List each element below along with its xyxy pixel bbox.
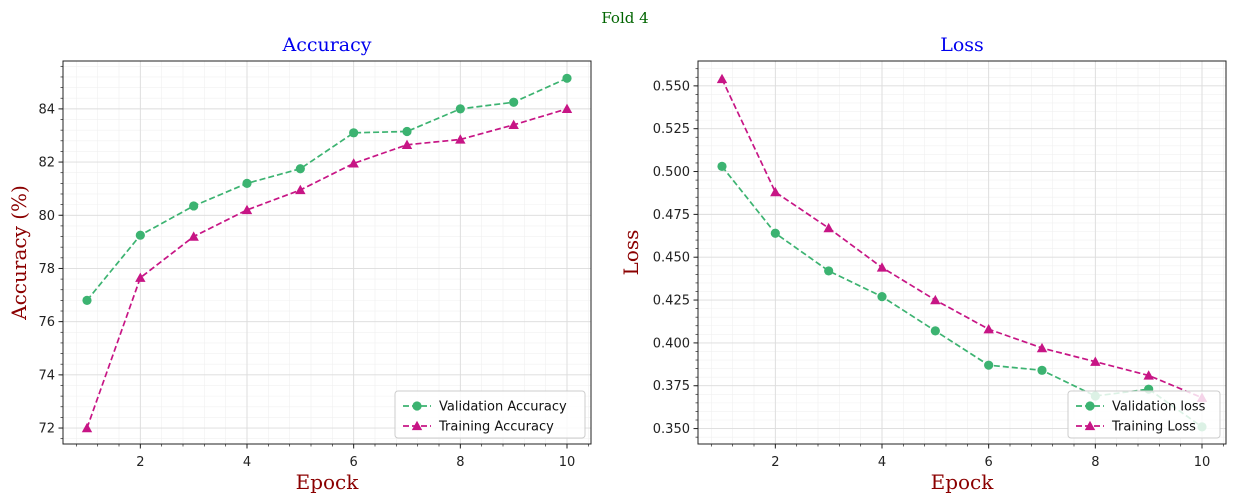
y-tick-label: 0.500 — [653, 165, 690, 180]
y-tick-label: 82 — [38, 156, 55, 171]
data-point-validation — [402, 126, 412, 137]
data-point-validation — [824, 266, 834, 276]
y-axis-label: Loss — [619, 230, 643, 276]
y-tick-label: 0.525 — [653, 122, 690, 137]
data-point-training — [455, 134, 466, 144]
plot-frame — [62, 60, 592, 445]
chart-title: Accuracy — [281, 34, 371, 56]
data-point-validation — [349, 128, 359, 138]
series-line-validation — [721, 165, 1203, 428]
data-point-validation — [509, 97, 519, 107]
data-point-training — [1090, 356, 1101, 366]
data-point-validation — [717, 161, 727, 171]
loss-chart: 0.350 0.375 0.400 0.425 0.450 0.475 0.500 0.525… — [619, 34, 1227, 494]
data-point-training — [401, 139, 413, 149]
data-point-training — [81, 422, 93, 433]
series-line-training — [86, 108, 568, 429]
legend-label: Validation loss — [1112, 400, 1206, 415]
x-tick-label: 10 — [559, 455, 576, 470]
x-tick-label: 10 — [1194, 455, 1211, 470]
grid — [698, 61, 1226, 444]
grid — [63, 61, 591, 444]
data-point-validation — [562, 73, 572, 83]
y-tick-label: 84 — [38, 102, 55, 117]
y-tick-label: 0.400 — [653, 336, 690, 351]
legend-marker — [1084, 420, 1096, 431]
y-tick-label: 80 — [38, 209, 55, 224]
data-point-training — [295, 184, 306, 195]
legend-label: Training Loss — [1111, 420, 1196, 435]
legend-label: Training Accuracy — [438, 420, 554, 435]
data-point-validation — [135, 230, 145, 240]
x-tick-label: 6 — [350, 455, 358, 470]
data-point-validation — [877, 292, 887, 302]
y-tick-label: 0.425 — [653, 294, 690, 309]
data-point-validation — [242, 178, 252, 188]
legend-box — [1067, 390, 1221, 439]
y-tick-label: 0.350 — [653, 422, 690, 437]
data-point-validation — [770, 228, 780, 238]
legend: Validation loss Training Loss — [1067, 390, 1221, 439]
data-point-training — [348, 158, 359, 168]
legend-label: Validation Accuracy — [439, 400, 567, 415]
y-tick-label: 0.550 — [653, 79, 690, 94]
y-tick-label: 72 — [38, 422, 55, 437]
data-point-training — [241, 204, 253, 215]
legend-marker — [412, 401, 422, 411]
legend-marker — [1085, 401, 1095, 411]
data-point-validation — [984, 360, 994, 370]
legend: Validation Accuracy Training Accuracy — [394, 390, 586, 439]
data-point-training — [561, 103, 573, 114]
data-point-training — [188, 231, 199, 241]
x-tick-label: 2 — [136, 455, 144, 470]
x-tick-label: 2 — [771, 455, 779, 470]
data-point-training — [716, 73, 728, 84]
y-axis-label: Accuracy (%) — [7, 185, 31, 321]
plot-area — [716, 73, 1208, 432]
y-tick-label: 0.450 — [653, 251, 690, 266]
y-tick-label: 78 — [38, 262, 55, 277]
x-tick-label: 4 — [878, 455, 886, 470]
data-point-training — [930, 294, 941, 305]
series-line-training — [721, 78, 1203, 399]
accuracy-chart: 72 74 76 78 80 82 84 2 4 6 8 10 Accuracy Epock Accurac… — [7, 34, 592, 494]
data-point-validation — [189, 201, 199, 211]
legend-marker — [411, 420, 423, 431]
x-tick-label: 8 — [1091, 455, 1099, 470]
x-tick-label: 4 — [243, 455, 251, 470]
x-tick-label: 8 — [456, 455, 464, 470]
x-axis-label: Epock — [931, 470, 995, 494]
legend-box — [394, 390, 586, 439]
plot-area — [81, 73, 573, 433]
data-point-training — [876, 262, 888, 272]
plot-frame — [697, 60, 1227, 445]
series-line-validation — [86, 77, 568, 301]
data-point-validation — [455, 104, 465, 114]
data-point-training — [823, 222, 834, 233]
data-point-training — [508, 119, 519, 129]
data-point-validation — [1037, 365, 1047, 375]
data-point-training — [1036, 342, 1048, 353]
data-point-validation — [82, 295, 92, 305]
y-tick-label: 76 — [38, 315, 55, 330]
data-point-validation — [930, 326, 940, 336]
y-tick-label: 74 — [38, 368, 55, 383]
data-point-training — [983, 323, 994, 334]
data-point-validation — [295, 164, 305, 174]
data-point-training — [1143, 370, 1154, 380]
y-tick-label: 0.375 — [653, 379, 690, 394]
data-point-training — [770, 186, 781, 197]
figure-title: Fold 4 — [601, 9, 648, 27]
x-tick-label: 6 — [985, 455, 993, 470]
x-axis-label: Epock — [296, 470, 360, 494]
data-point-training — [135, 272, 146, 282]
chart-title: Loss — [940, 34, 984, 56]
y-tick-label: 0.475 — [653, 208, 690, 223]
